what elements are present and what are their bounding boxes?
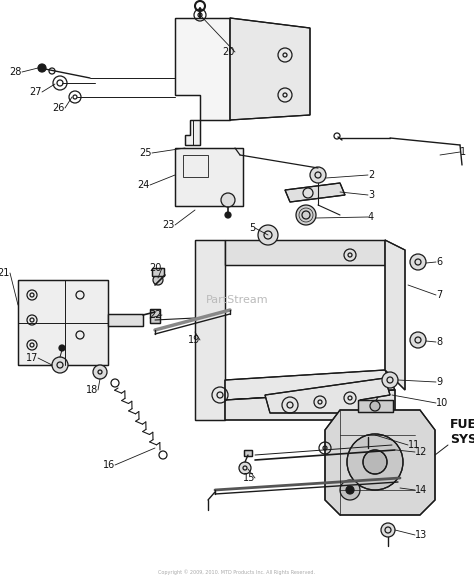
Polygon shape bbox=[230, 18, 310, 120]
Polygon shape bbox=[265, 378, 390, 413]
Polygon shape bbox=[195, 240, 225, 420]
Text: 2: 2 bbox=[368, 170, 374, 180]
Text: 22: 22 bbox=[149, 310, 162, 320]
Text: 13: 13 bbox=[415, 530, 427, 540]
Circle shape bbox=[347, 434, 403, 490]
Bar bbox=[175, 148, 243, 206]
Bar bbox=[183, 155, 208, 177]
Polygon shape bbox=[175, 18, 230, 120]
Text: 6: 6 bbox=[436, 257, 442, 267]
Circle shape bbox=[296, 205, 316, 225]
Polygon shape bbox=[385, 240, 405, 390]
Text: 9: 9 bbox=[436, 377, 442, 387]
Circle shape bbox=[153, 275, 163, 285]
Circle shape bbox=[59, 345, 65, 351]
Text: 24: 24 bbox=[137, 180, 150, 190]
Text: 7: 7 bbox=[436, 290, 442, 300]
Circle shape bbox=[52, 357, 68, 373]
Polygon shape bbox=[285, 183, 345, 202]
Bar bbox=[175, 148, 243, 206]
Text: 5: 5 bbox=[249, 223, 255, 233]
Polygon shape bbox=[225, 390, 395, 420]
Text: 16: 16 bbox=[103, 460, 115, 470]
Text: 10: 10 bbox=[436, 398, 448, 408]
Text: 18: 18 bbox=[86, 385, 98, 395]
Bar bbox=[363, 445, 373, 450]
Bar bbox=[108, 314, 143, 326]
Bar bbox=[18, 280, 108, 365]
Circle shape bbox=[225, 212, 231, 218]
Text: 17: 17 bbox=[26, 353, 38, 363]
Bar bbox=[152, 268, 164, 276]
Bar bbox=[244, 450, 252, 456]
Text: 11: 11 bbox=[408, 440, 420, 450]
Text: 3: 3 bbox=[368, 190, 374, 200]
Text: 28: 28 bbox=[9, 67, 22, 77]
Text: 21: 21 bbox=[0, 268, 10, 278]
Circle shape bbox=[239, 462, 251, 474]
Circle shape bbox=[258, 225, 278, 245]
Text: 20: 20 bbox=[223, 47, 235, 57]
Text: 14: 14 bbox=[415, 485, 427, 495]
Bar bbox=[358, 400, 393, 412]
Text: 26: 26 bbox=[53, 103, 65, 113]
Text: Copyright © 2009, 2010. MTD Products Inc. All Rights Reserved.: Copyright © 2009, 2010. MTD Products Inc… bbox=[158, 569, 316, 575]
Bar bbox=[108, 314, 143, 326]
Text: 1: 1 bbox=[460, 147, 466, 157]
Text: 27: 27 bbox=[29, 87, 42, 97]
Text: 15: 15 bbox=[243, 473, 255, 483]
Text: 20: 20 bbox=[150, 263, 162, 273]
Text: 12: 12 bbox=[415, 447, 428, 457]
Text: 23: 23 bbox=[163, 220, 175, 230]
Text: 19: 19 bbox=[188, 335, 200, 345]
Polygon shape bbox=[185, 120, 200, 145]
Bar bbox=[150, 309, 160, 323]
Circle shape bbox=[382, 372, 398, 388]
Bar bbox=[152, 268, 164, 276]
Circle shape bbox=[410, 254, 426, 270]
Circle shape bbox=[340, 480, 360, 500]
Circle shape bbox=[346, 486, 354, 494]
Circle shape bbox=[370, 401, 380, 411]
Circle shape bbox=[93, 365, 107, 379]
Circle shape bbox=[363, 450, 387, 474]
Bar bbox=[18, 280, 108, 365]
Bar bbox=[150, 309, 160, 323]
Circle shape bbox=[38, 64, 46, 72]
Polygon shape bbox=[225, 370, 395, 400]
Text: 25: 25 bbox=[139, 148, 152, 158]
Polygon shape bbox=[325, 410, 435, 515]
Text: 4: 4 bbox=[368, 212, 374, 222]
Circle shape bbox=[361, 423, 375, 437]
Circle shape bbox=[221, 193, 235, 207]
Text: FUEL
SYSTEM: FUEL SYSTEM bbox=[450, 418, 474, 446]
Polygon shape bbox=[225, 240, 385, 265]
Circle shape bbox=[410, 332, 426, 348]
Bar bbox=[358, 400, 393, 412]
Bar bbox=[363, 445, 373, 450]
Circle shape bbox=[381, 523, 395, 537]
Text: 8: 8 bbox=[436, 337, 442, 347]
Bar bbox=[244, 450, 252, 456]
Text: PartStream: PartStream bbox=[206, 295, 268, 305]
Circle shape bbox=[310, 167, 326, 183]
